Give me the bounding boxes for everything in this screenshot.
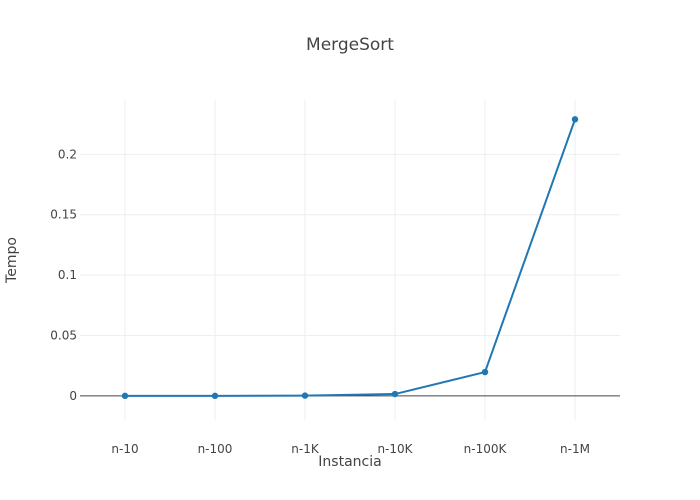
- series-line: [125, 118, 576, 397]
- data-point: [391, 390, 399, 398]
- y-tick-label: 0: [69, 389, 77, 403]
- y-tick-labels: 0 0.05 0.1 0.15 0.2: [50, 147, 77, 403]
- x-axis-title: Instancia: [318, 454, 381, 470]
- x-tick-label: n-1K: [291, 442, 320, 456]
- x-tick-labels: n-10 n-100 n-1K n-10K n-100K n-1M: [111, 442, 590, 456]
- grid-layer: [80, 100, 620, 420]
- x-tick-label: n-1M: [560, 442, 590, 456]
- x-tick-label: n-100K: [464, 442, 508, 456]
- x-tick-label: n-100: [198, 442, 233, 456]
- data-point: [121, 392, 129, 400]
- chart-title: MergeSort: [306, 35, 394, 55]
- series-layer: [121, 116, 579, 400]
- y-axis-title: Tempo: [4, 237, 20, 284]
- y-tick-label: 0.15: [50, 208, 77, 222]
- data-point: [301, 392, 309, 399]
- data-point: [481, 368, 489, 376]
- x-tick-label: n-10: [111, 442, 138, 456]
- x-tick-label: n-10K: [377, 442, 413, 456]
- data-point: [211, 392, 219, 400]
- y-tick-label: 0.1: [58, 268, 77, 282]
- y-tick-label: 0.05: [50, 328, 77, 342]
- data-point: [571, 116, 579, 123]
- y-tick-label: 0.2: [58, 147, 77, 161]
